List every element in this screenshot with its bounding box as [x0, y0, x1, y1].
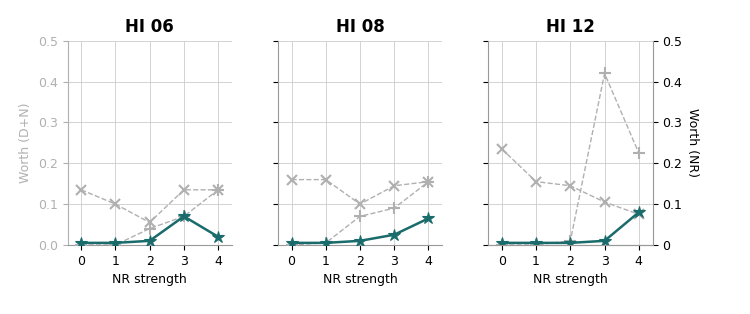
X-axis label: NR strength: NR strength: [533, 273, 608, 286]
Title: HI 08: HI 08: [336, 19, 384, 36]
X-axis label: NR strength: NR strength: [112, 273, 187, 286]
Y-axis label: Worth (NR): Worth (NR): [686, 108, 699, 177]
X-axis label: NR strength: NR strength: [322, 273, 398, 286]
Title: HI 12: HI 12: [546, 19, 595, 36]
Y-axis label: Worth (D+N): Worth (D+N): [20, 103, 32, 183]
Title: HI 06: HI 06: [125, 19, 174, 36]
